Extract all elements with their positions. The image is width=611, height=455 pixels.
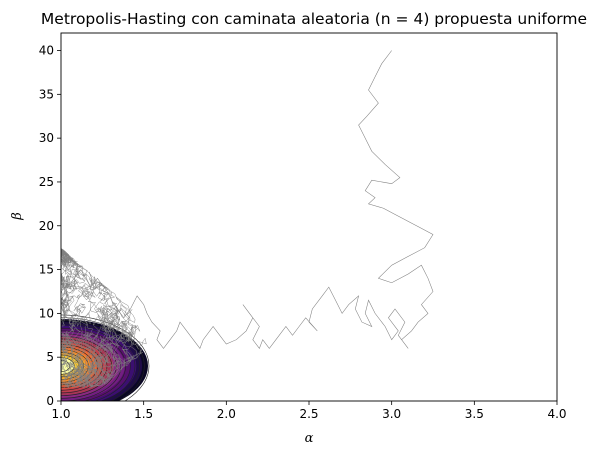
mcmc-trace-line — [67, 50, 434, 349]
x-tick-label: 1.0 — [51, 407, 70, 421]
contour-line — [61, 333, 117, 399]
y-tick-label: 40 — [39, 44, 54, 58]
x-tick-label: 3.5 — [465, 407, 484, 421]
x-tick-label: 3.0 — [382, 407, 401, 421]
contour-line — [61, 322, 136, 401]
y-tick-label: 35 — [39, 87, 54, 101]
x-tick-label: 2.5 — [299, 407, 318, 421]
y-tick-label: 25 — [39, 175, 54, 189]
contour-line — [61, 314, 150, 401]
y-tick-label: 20 — [39, 219, 54, 233]
chain-burnin-cloud — [61, 248, 147, 389]
y-tick-label: 10 — [39, 306, 54, 320]
contour-line — [61, 330, 122, 401]
y-tick-label: 5 — [46, 350, 54, 364]
burnin-cloud-line — [61, 248, 147, 389]
x-axis-label: α — [305, 431, 314, 446]
x-tick-label: 4.0 — [547, 407, 566, 421]
y-axis: 0 5 10 15 20 25 30 35 40 — [39, 44, 61, 408]
contour-line — [61, 317, 145, 401]
x-tick-label: 1.5 — [134, 407, 153, 421]
x-tick-label: 2.0 — [217, 407, 236, 421]
chart-title: Metropolis-Hasting con caminata aleatori… — [41, 10, 587, 28]
contour-line — [61, 346, 94, 386]
y-tick-label: 30 — [39, 131, 54, 145]
y-axis-label: β — [10, 212, 25, 221]
contour-line — [61, 325, 131, 401]
contour-line — [61, 357, 75, 375]
y-tick-label: 15 — [39, 263, 54, 277]
plot-area — [61, 50, 434, 401]
contour-line — [61, 341, 103, 391]
x-axis: 1.0 1.5 2.0 2.5 3.0 3.5 4.0 — [51, 401, 567, 421]
contour-line — [61, 319, 140, 401]
y-tick-label: 0 — [46, 394, 54, 408]
